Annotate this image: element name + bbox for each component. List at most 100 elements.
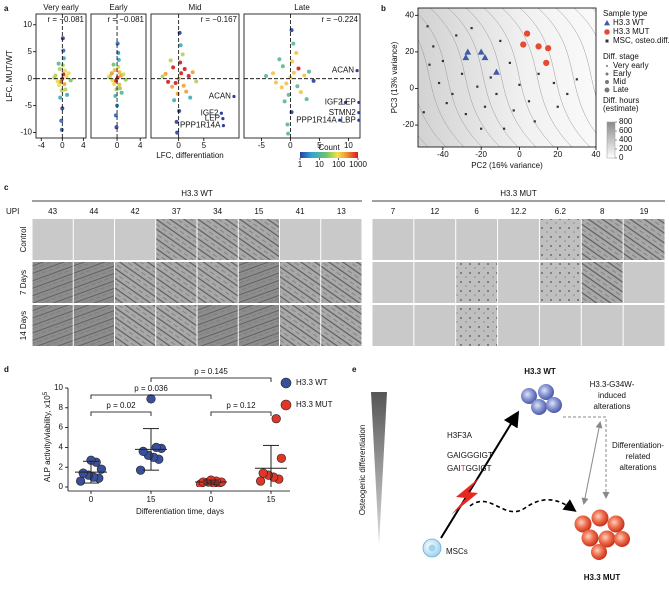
differentiation-effect: alterations (620, 463, 657, 472)
micrograph-texture (32, 262, 73, 303)
contour-line (501, 8, 573, 147)
plot-background (418, 8, 596, 147)
y-axis-label: PC3 (13% variance) (390, 41, 399, 113)
x-tick-label: 0 (176, 141, 181, 150)
upi-number: 43 (48, 207, 57, 216)
data-point (75, 476, 86, 486)
x-tick-label: 0 (115, 141, 120, 150)
correlation-label: r = −0.224 (322, 15, 359, 24)
micrograph (372, 305, 414, 346)
y-tick-label: 6 (59, 423, 64, 432)
mut-cell (581, 529, 599, 547)
data-point (182, 66, 187, 71)
y-tick-label: -10 (20, 128, 32, 137)
micrograph (280, 219, 321, 260)
colorbar (300, 152, 358, 158)
upi-number: 6.2 (555, 207, 567, 216)
legend-label: H3.3 MUT (613, 27, 650, 36)
square-point (575, 78, 578, 81)
legend-title: Diff. stage (603, 52, 639, 61)
micrograph (372, 262, 414, 303)
group-title: H3.3 MUT (500, 189, 537, 198)
x-tick-label: 0 (517, 150, 522, 159)
p-value: p = 0.036 (134, 384, 168, 393)
data-point (282, 99, 287, 104)
data-point (311, 78, 316, 83)
contour-line (537, 8, 596, 134)
data-point (59, 88, 64, 93)
data-point (298, 90, 303, 95)
data-point (168, 58, 173, 63)
sequence-part: GAI (447, 464, 461, 473)
contour-line (465, 8, 537, 147)
plot-frame (417, 7, 597, 148)
group-title: H3.3 WT (181, 189, 213, 198)
micrograph-texture (32, 305, 73, 346)
square-point (428, 63, 431, 66)
micrograph-texture (156, 219, 197, 260)
comparison-bracket (90, 411, 152, 416)
colorbar-tick-label: 1000 (349, 160, 367, 169)
y-tick-label: 0 (410, 84, 415, 93)
square-point (512, 109, 515, 112)
upi-number: 13 (337, 207, 346, 216)
x-tick-label: 0 (89, 495, 94, 504)
x-tick-label: 20 (553, 150, 562, 159)
micrograph-texture (280, 305, 321, 346)
x-tick-label: 4 (81, 141, 86, 150)
colorbar-tick-label: 10 (315, 160, 324, 169)
panel-letter: d (4, 365, 9, 374)
micrograph-texture (456, 305, 498, 346)
contours (418, 8, 596, 147)
data-point (138, 446, 148, 456)
micrograph-texture (539, 262, 581, 303)
data-point (285, 122, 290, 127)
hours-tick-label: 200 (619, 144, 633, 153)
subplot-title: Late (294, 3, 310, 12)
micrograph (414, 305, 456, 346)
gene-point (357, 118, 361, 122)
mutation-effect: alterations (594, 402, 631, 411)
mutation-effect: H3.3-G34W- (590, 380, 635, 389)
data-point (306, 69, 311, 74)
micrograph-texture (115, 262, 156, 303)
data-point (194, 79, 199, 84)
wedge-label: Osteogenic differentiation (358, 425, 367, 516)
p-value: p = 0.145 (194, 367, 228, 376)
data-point (271, 414, 281, 424)
data-point (114, 87, 119, 92)
y-tick-label: 10 (54, 383, 63, 392)
micrograph-texture (73, 262, 114, 303)
data-point (63, 87, 68, 92)
square-point (489, 76, 492, 79)
data-point (111, 62, 116, 67)
data-point (178, 43, 183, 48)
legend-label: Late (613, 85, 629, 94)
triangle-point (464, 48, 472, 55)
gene-label: PPP1R14A (180, 121, 221, 130)
square-point (552, 81, 555, 85)
gene-point (219, 111, 223, 115)
square-point (460, 72, 464, 75)
upi-number: 34 (213, 207, 222, 216)
plot-frame (150, 13, 240, 139)
micrograph-texture (115, 305, 156, 346)
x-axis-label: LFC, differentiation (156, 151, 223, 160)
micrograph-texture (581, 219, 623, 260)
data-point (280, 64, 285, 69)
data-point (171, 65, 176, 70)
contour-line (418, 39, 465, 147)
micrograph-texture (197, 219, 238, 260)
gene-point (232, 94, 236, 99)
legend-label: H3.3 WT (613, 18, 645, 27)
data-point (65, 92, 70, 97)
data-point (256, 476, 266, 486)
micrograph (321, 219, 362, 260)
comparison-bracket (210, 411, 272, 416)
square-point (426, 25, 429, 28)
micrograph (498, 305, 539, 346)
gene-label: IGF2 (201, 108, 219, 117)
data-point (58, 95, 63, 100)
subplot-title: Very early (43, 3, 79, 12)
